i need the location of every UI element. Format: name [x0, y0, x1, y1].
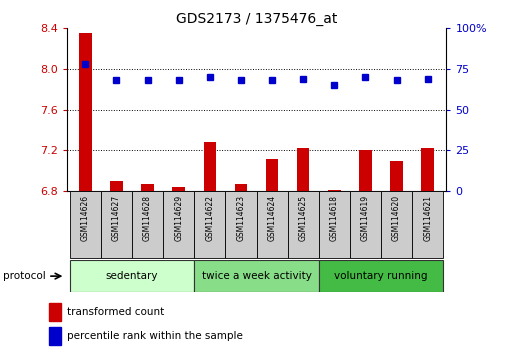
Text: GSM114628: GSM114628: [143, 195, 152, 240]
Bar: [70, 260, 194, 292]
Bar: [101, 191, 132, 258]
Bar: [328, 190, 341, 191]
Text: GSM114622: GSM114622: [205, 195, 214, 240]
Bar: [235, 184, 247, 191]
Bar: [266, 159, 278, 191]
Bar: [412, 191, 443, 258]
Bar: [132, 191, 163, 258]
Bar: [256, 191, 288, 258]
Bar: [79, 33, 92, 191]
Text: transformed count: transformed count: [67, 307, 165, 317]
Bar: [172, 187, 185, 191]
Text: sedentary: sedentary: [106, 271, 159, 281]
Text: GSM114629: GSM114629: [174, 195, 183, 241]
Bar: [163, 191, 194, 258]
Bar: [49, 326, 62, 345]
Bar: [110, 181, 123, 191]
Text: voluntary running: voluntary running: [334, 271, 428, 281]
Bar: [194, 191, 225, 258]
Bar: [142, 184, 154, 191]
Bar: [70, 191, 101, 258]
Bar: [350, 191, 381, 258]
Text: GSM114619: GSM114619: [361, 195, 370, 241]
Bar: [194, 260, 319, 292]
Text: GSM114625: GSM114625: [299, 195, 308, 241]
Bar: [49, 303, 62, 321]
Text: GSM114623: GSM114623: [236, 195, 245, 241]
Text: GSM114618: GSM114618: [330, 195, 339, 240]
Bar: [381, 191, 412, 258]
Text: protocol: protocol: [3, 271, 45, 281]
Text: GSM114621: GSM114621: [423, 195, 432, 240]
Text: percentile rank within the sample: percentile rank within the sample: [67, 331, 243, 341]
Title: GDS2173 / 1375476_at: GDS2173 / 1375476_at: [176, 12, 337, 26]
Text: GSM114624: GSM114624: [268, 195, 277, 241]
Bar: [297, 148, 309, 191]
Bar: [421, 148, 434, 191]
Bar: [288, 191, 319, 258]
Bar: [204, 142, 216, 191]
Text: GSM114627: GSM114627: [112, 195, 121, 241]
Bar: [319, 191, 350, 258]
Text: twice a week activity: twice a week activity: [202, 271, 311, 281]
Text: GSM114620: GSM114620: [392, 195, 401, 241]
Bar: [390, 161, 403, 191]
Bar: [225, 191, 256, 258]
Bar: [359, 150, 371, 191]
Bar: [319, 260, 443, 292]
Text: GSM114626: GSM114626: [81, 195, 90, 241]
